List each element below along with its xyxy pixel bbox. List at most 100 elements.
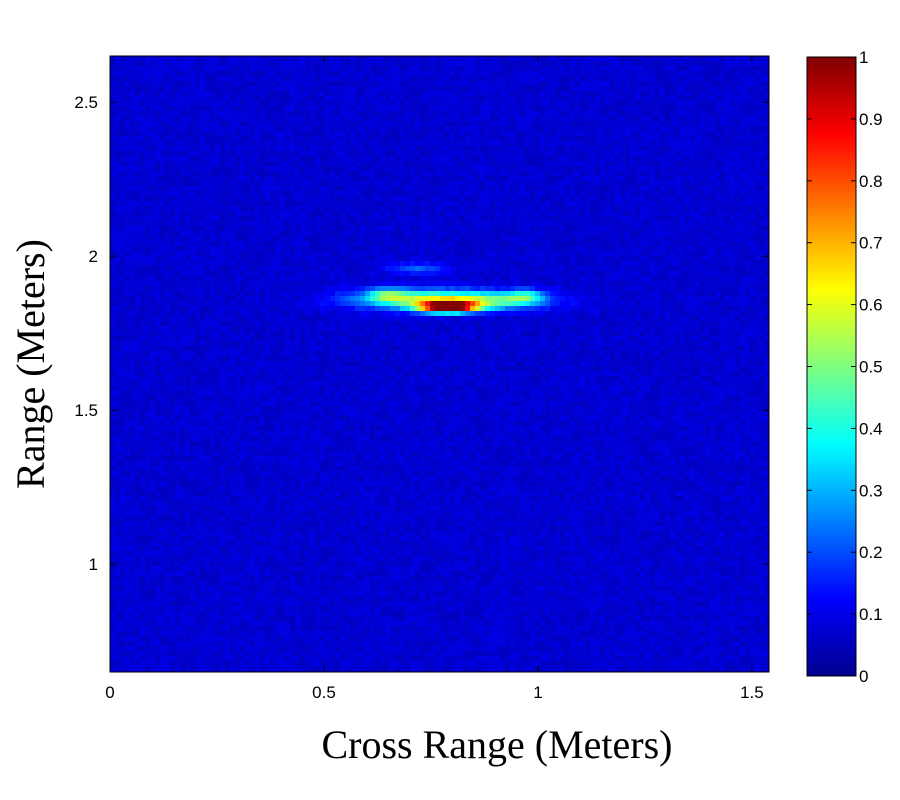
heatmap-cell	[260, 181, 266, 187]
heatmap-cell	[315, 241, 321, 247]
heatmap-cell	[245, 86, 251, 92]
heatmap-cell	[445, 96, 451, 102]
heatmap-cell	[130, 146, 136, 152]
heatmap-cell	[375, 141, 381, 147]
heatmap-cell	[315, 116, 321, 122]
heatmap-cell	[745, 186, 751, 192]
heatmap-cell	[525, 161, 531, 167]
heatmap-cell	[505, 241, 511, 247]
heatmap-cell	[120, 241, 126, 247]
heatmap-cell	[590, 76, 596, 82]
heatmap-cell	[660, 86, 666, 92]
heatmap-cell	[630, 151, 636, 157]
heatmap-cell	[305, 191, 311, 197]
heatmap-cell	[310, 141, 316, 147]
heatmap-cell	[395, 106, 401, 112]
heatmap-cell	[510, 61, 516, 67]
heatmap-cell	[615, 201, 621, 207]
heatmap-cell	[685, 156, 691, 162]
heatmap-cell	[150, 131, 156, 137]
heatmap-cell	[460, 141, 466, 147]
heatmap-cell	[680, 76, 686, 82]
heatmap-cell	[530, 151, 536, 157]
heatmap-cell	[145, 56, 151, 62]
heatmap-cell	[640, 126, 646, 132]
heatmap-cell	[300, 121, 306, 127]
heatmap-cell	[410, 91, 416, 97]
heatmap-cell	[675, 71, 681, 77]
heatmap-cell	[260, 61, 266, 67]
heatmap-cell	[280, 226, 286, 232]
heatmap-cell	[130, 211, 136, 217]
heatmap-cell	[200, 221, 206, 227]
heatmap-cell	[160, 181, 166, 187]
heatmap-cell	[680, 91, 686, 97]
heatmap-cell	[255, 236, 261, 242]
heatmap-cell	[260, 76, 266, 82]
heatmap-cell	[325, 91, 331, 97]
heatmap-cell	[695, 196, 701, 202]
heatmap-cell	[685, 101, 691, 107]
heatmap-cell	[525, 91, 531, 97]
heatmap-cell	[395, 216, 401, 222]
heatmap-cell	[390, 146, 396, 152]
heatmap-cell	[570, 66, 576, 72]
heatmap-cell	[710, 141, 716, 147]
heatmap-cell	[745, 206, 751, 212]
heatmap-cell	[735, 106, 741, 112]
heatmap-cell	[320, 241, 326, 247]
heatmap-cell	[335, 211, 341, 217]
heatmap-cell	[625, 101, 631, 107]
heatmap-cell	[475, 121, 481, 127]
heatmap-cell	[515, 161, 521, 167]
heatmap-cell	[535, 76, 541, 82]
heatmap-cell	[305, 86, 311, 92]
heatmap-cell	[410, 231, 416, 237]
heatmap-cell	[110, 106, 116, 112]
heatmap-cell	[645, 186, 651, 192]
heatmap-cell	[275, 131, 281, 137]
heatmap-cell	[550, 121, 556, 127]
heatmap-cell	[430, 206, 436, 212]
heatmap-cell	[565, 96, 571, 102]
heatmap-cell	[260, 126, 266, 132]
heatmap-cell	[110, 61, 116, 67]
heatmap-cell	[280, 186, 286, 192]
heatmap-cell	[620, 161, 626, 167]
heatmap-cell	[200, 131, 206, 137]
heatmap-cell	[650, 66, 656, 72]
heatmap-cell	[710, 66, 716, 72]
heatmap-cell	[610, 186, 616, 192]
heatmap-cell	[335, 241, 341, 247]
heatmap-cell	[675, 96, 681, 102]
heatmap-cell	[455, 146, 461, 152]
heatmap-cell	[125, 121, 131, 127]
heatmap-cell	[455, 156, 461, 162]
heatmap-cell	[420, 161, 426, 167]
heatmap-cell	[455, 176, 461, 182]
heatmap-cell	[535, 206, 541, 212]
heatmap-cell	[680, 221, 686, 227]
heatmap-cell	[680, 146, 686, 152]
heatmap-cell	[390, 116, 396, 122]
heatmap-cell	[450, 66, 456, 72]
heatmap-cell	[710, 136, 716, 142]
heatmap-cell	[270, 91, 276, 97]
heatmap-cell	[475, 231, 481, 237]
heatmap-cell	[305, 81, 311, 87]
heatmap-cell	[620, 156, 626, 162]
heatmap-cell	[165, 221, 171, 227]
heatmap-cell	[630, 156, 636, 162]
heatmap-cell	[635, 156, 641, 162]
heatmap-cell	[425, 231, 431, 237]
heatmap-cell	[240, 196, 246, 202]
heatmap-cell	[390, 151, 396, 157]
heatmap-cell	[625, 181, 631, 187]
heatmap-cell	[215, 221, 221, 227]
heatmap-cell	[570, 161, 576, 167]
heatmap-cell	[180, 71, 186, 77]
heatmap-cell	[355, 131, 361, 137]
heatmap-cell	[645, 71, 651, 77]
heatmap-cell	[230, 166, 236, 172]
heatmap-cell	[525, 206, 531, 212]
